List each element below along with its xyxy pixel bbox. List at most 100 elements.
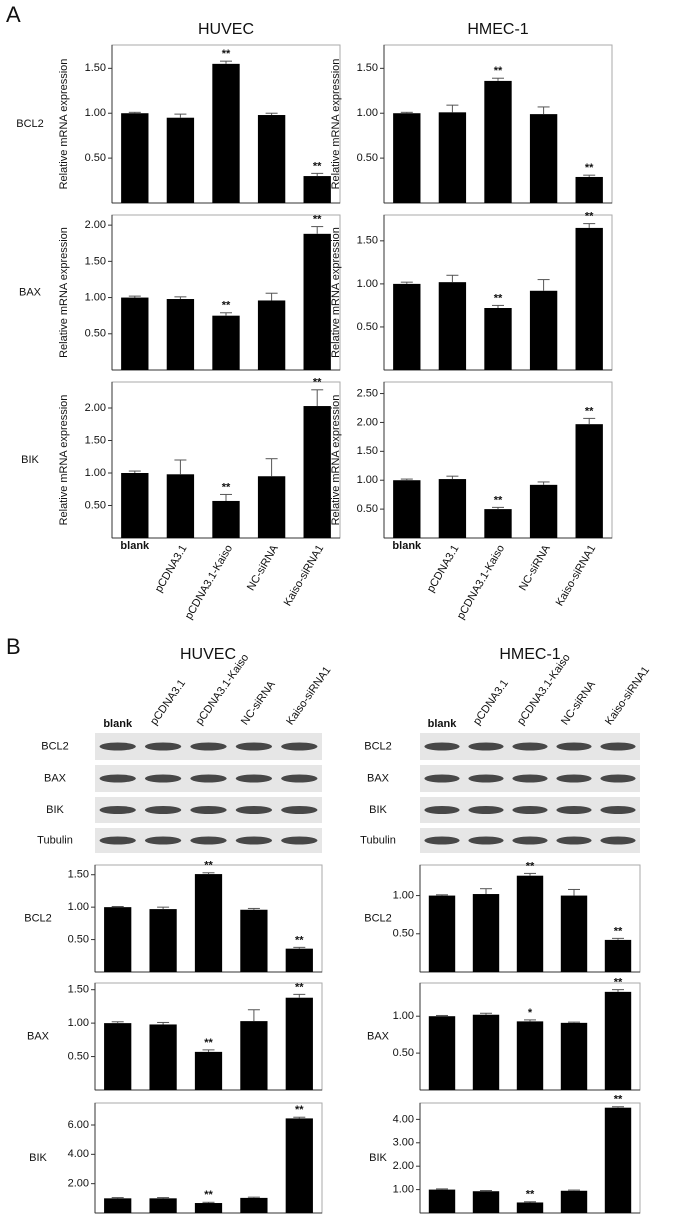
- lane-label: blank: [103, 718, 133, 730]
- bar: [484, 509, 512, 538]
- y-tick-label: 1.50: [357, 445, 378, 457]
- y-tick-label: 0.50: [357, 321, 378, 333]
- significance: **: [295, 1104, 304, 1116]
- significance: **: [614, 925, 623, 937]
- y-tick-label: 0.50: [85, 152, 106, 164]
- bar: [285, 997, 313, 1090]
- bar: [472, 1014, 500, 1090]
- y-tick-label: 1.50: [85, 62, 106, 74]
- x-tick-label: blank: [120, 540, 150, 552]
- blot-row-label: BCL2: [41, 740, 69, 752]
- y-tick-label: 2.00: [393, 1160, 414, 1172]
- blot-band: [144, 774, 182, 783]
- blot-row-label: BCL2: [364, 740, 392, 752]
- significance: **: [313, 213, 322, 225]
- significance: **: [222, 481, 231, 493]
- blot-band: [190, 806, 227, 814]
- blot-band: [190, 774, 227, 783]
- bar: [438, 282, 467, 370]
- bar: [121, 113, 149, 203]
- y-tick-label: 6.00: [68, 1119, 89, 1131]
- bar: [166, 117, 195, 203]
- y-tick-label: 2.00: [85, 402, 106, 414]
- bar: [393, 480, 421, 538]
- row-label: BIK: [21, 454, 39, 466]
- significance: **: [494, 292, 503, 304]
- bar: [575, 227, 603, 370]
- bar: [166, 474, 195, 538]
- row-label: BIK: [29, 1152, 47, 1164]
- blot-band: [424, 742, 460, 751]
- significance: **: [313, 377, 322, 389]
- y-tick-label: 4.00: [393, 1113, 414, 1125]
- panel-label: B: [6, 634, 21, 659]
- blot-row-label: BAX: [44, 772, 67, 784]
- lane-label: blank: [428, 718, 458, 730]
- significance: **: [204, 1189, 213, 1201]
- row-label: BCL2: [364, 912, 392, 924]
- bar: [303, 233, 331, 370]
- blot-band: [190, 742, 227, 751]
- significance: **: [204, 860, 213, 872]
- y-tick-label: 2.00: [357, 416, 378, 428]
- panel-label: A: [6, 2, 21, 27]
- blot-band: [99, 806, 136, 814]
- column-title: HUVEC: [180, 646, 236, 663]
- y-tick-label: 1.00: [85, 467, 106, 479]
- blot-band: [468, 806, 504, 814]
- row-label: BCL2: [16, 118, 44, 130]
- y-tick-label: 1.00: [357, 278, 378, 290]
- significance: **: [295, 934, 304, 946]
- significance: **: [494, 65, 503, 77]
- blot-band: [556, 742, 592, 751]
- blot-band: [235, 836, 273, 845]
- significance: **: [614, 1094, 623, 1106]
- row-label: BAX: [19, 286, 42, 298]
- significance: **: [494, 494, 503, 506]
- blot-row-label: Tubulin: [37, 834, 73, 846]
- y-tick-label: 1.00: [393, 1184, 414, 1196]
- y-tick-label: 1.00: [393, 889, 414, 901]
- y-tick-label: 1.50: [68, 984, 89, 996]
- y-tick-label: 0.50: [68, 1050, 89, 1062]
- bar: [149, 1198, 177, 1213]
- blot-band: [600, 742, 636, 751]
- y-tick-label: 0.50: [393, 1047, 414, 1059]
- bar: [516, 1202, 544, 1213]
- bar: [212, 500, 240, 538]
- bar: [240, 1021, 268, 1090]
- y-tick-label: 0.50: [357, 503, 378, 515]
- blot-band: [512, 836, 548, 845]
- blot-band: [600, 806, 636, 814]
- bar: [438, 112, 467, 203]
- blot-band: [235, 742, 273, 751]
- row-label: BAX: [27, 1030, 50, 1042]
- bar: [166, 299, 195, 370]
- bar: [484, 308, 512, 370]
- bar: [529, 484, 558, 538]
- y-tick-label: 2.00: [85, 219, 106, 231]
- blot-band: [144, 742, 182, 751]
- row-label: BIK: [369, 1152, 387, 1164]
- y-tick-label: 1.00: [68, 1017, 89, 1029]
- row-label: BAX: [367, 1030, 390, 1042]
- blot-band: [99, 774, 136, 783]
- bar: [212, 315, 240, 370]
- blot-row-label: BIK: [369, 804, 387, 816]
- blot-band: [468, 774, 504, 783]
- bar: [257, 115, 286, 203]
- significance: **: [614, 977, 623, 989]
- blot-band: [281, 774, 318, 783]
- significance: **: [526, 860, 535, 872]
- significance: **: [526, 1189, 535, 1201]
- bar: [149, 909, 177, 972]
- bar: [149, 1024, 177, 1090]
- blot-band: [144, 806, 182, 814]
- y-axis-label: Relative mRNA expression: [58, 59, 70, 190]
- y-tick-label: 1.50: [357, 235, 378, 247]
- y-axis-label: Relative mRNA expression: [58, 395, 70, 526]
- blot-band: [144, 836, 182, 845]
- blot-band: [512, 774, 548, 783]
- y-tick-label: 0.50: [393, 928, 414, 940]
- blot-band: [600, 836, 636, 845]
